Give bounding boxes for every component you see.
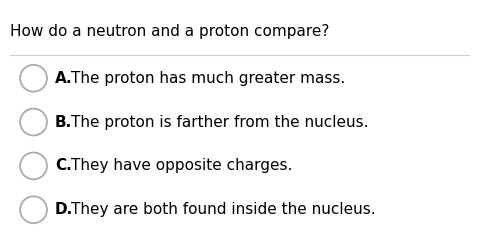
Text: They have opposite charges.: They have opposite charges. [71,158,292,173]
Text: The proton has much greater mass.: The proton has much greater mass. [71,71,345,86]
Text: A.: A. [55,71,73,86]
Text: C.: C. [55,158,72,173]
Text: How do a neutron and a proton compare?: How do a neutron and a proton compare? [10,24,329,39]
Text: They are both found inside the nucleus.: They are both found inside the nucleus. [71,202,376,217]
Text: The proton is farther from the nucleus.: The proton is farther from the nucleus. [71,114,368,130]
Text: D.: D. [55,202,73,217]
Text: B.: B. [55,114,72,130]
